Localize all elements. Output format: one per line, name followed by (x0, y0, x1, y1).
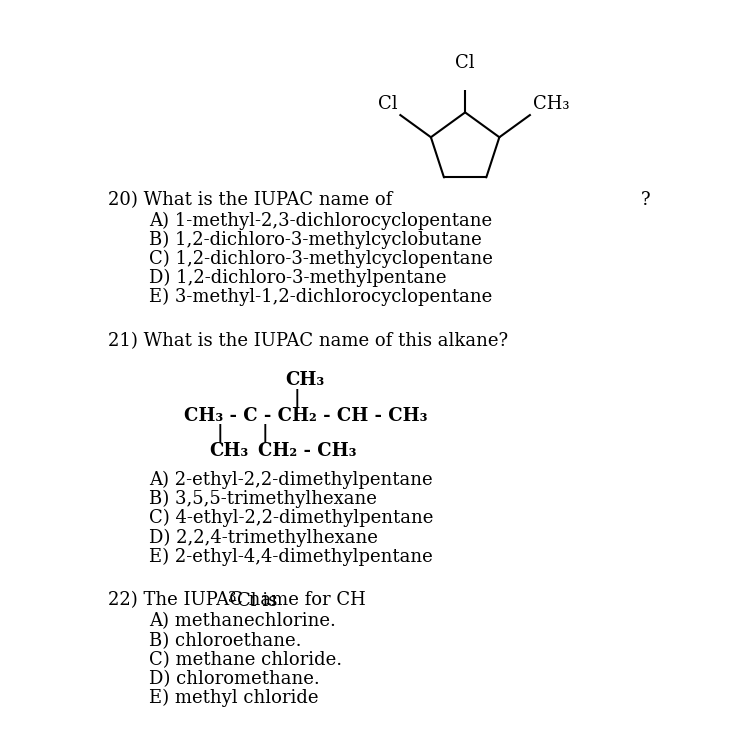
Text: 20) What is the IUPAC name of: 20) What is the IUPAC name of (108, 191, 392, 209)
Text: D) 1,2-dichloro-3-methylpentane: D) 1,2-dichloro-3-methylpentane (149, 269, 446, 288)
Text: |: | (216, 424, 223, 443)
Text: B) chloroethane.: B) chloroethane. (149, 632, 301, 650)
Text: A) 1-methyl-2,3-dichlorocyclopentane: A) 1-methyl-2,3-dichlorocyclopentane (149, 212, 492, 230)
Text: 21) What is the IUPAC name of this alkane?: 21) What is the IUPAC name of this alkan… (108, 332, 509, 350)
Text: |: | (294, 389, 300, 407)
Text: D) chloromethane.: D) chloromethane. (149, 670, 320, 688)
Text: ?: ? (641, 191, 651, 209)
Text: Cl: Cl (455, 53, 475, 72)
Text: C) 1,2-dichloro-3-methylcyclopentane: C) 1,2-dichloro-3-methylcyclopentane (149, 250, 493, 268)
Text: C) methane chloride.: C) methane chloride. (149, 651, 342, 669)
Text: E) methyl chloride: E) methyl chloride (149, 689, 318, 707)
Text: A) methanechlorine.: A) methanechlorine. (149, 613, 336, 630)
Text: CH₃: CH₃ (210, 442, 249, 460)
Text: CH₃ - C - CH₂ - CH - CH₃: CH₃ - C - CH₂ - CH - CH₃ (184, 407, 427, 425)
Text: CH₃: CH₃ (533, 96, 569, 114)
Text: -Cl is: -Cl is (231, 592, 277, 609)
Text: |: | (261, 424, 268, 443)
Text: 3: 3 (228, 590, 236, 605)
Text: E) 2-ethyl-4,4-dimethylpentane: E) 2-ethyl-4,4-dimethylpentane (149, 547, 432, 566)
Text: D) 2,2,4-trimethylhexane: D) 2,2,4-trimethylhexane (149, 529, 377, 547)
Text: B) 1,2-dichloro-3-methylcyclobutane: B) 1,2-dichloro-3-methylcyclobutane (149, 231, 482, 249)
Text: CH₂ - CH₃: CH₂ - CH₃ (258, 442, 357, 460)
Text: E) 3-methyl-1,2-dichlorocyclopentane: E) 3-methyl-1,2-dichlorocyclopentane (149, 288, 492, 306)
Text: A) 2-ethyl-2,2-dimethylpentane: A) 2-ethyl-2,2-dimethylpentane (149, 471, 432, 489)
Text: 22) The IUPAC name for CH: 22) The IUPAC name for CH (108, 592, 366, 609)
Text: Cl: Cl (377, 96, 398, 114)
Text: CH₃: CH₃ (285, 370, 324, 389)
Text: B) 3,5,5-trimethylhexane: B) 3,5,5-trimethylhexane (149, 490, 377, 508)
Text: C) 4-ethyl-2,2-dimethylpentane: C) 4-ethyl-2,2-dimethylpentane (149, 509, 433, 528)
